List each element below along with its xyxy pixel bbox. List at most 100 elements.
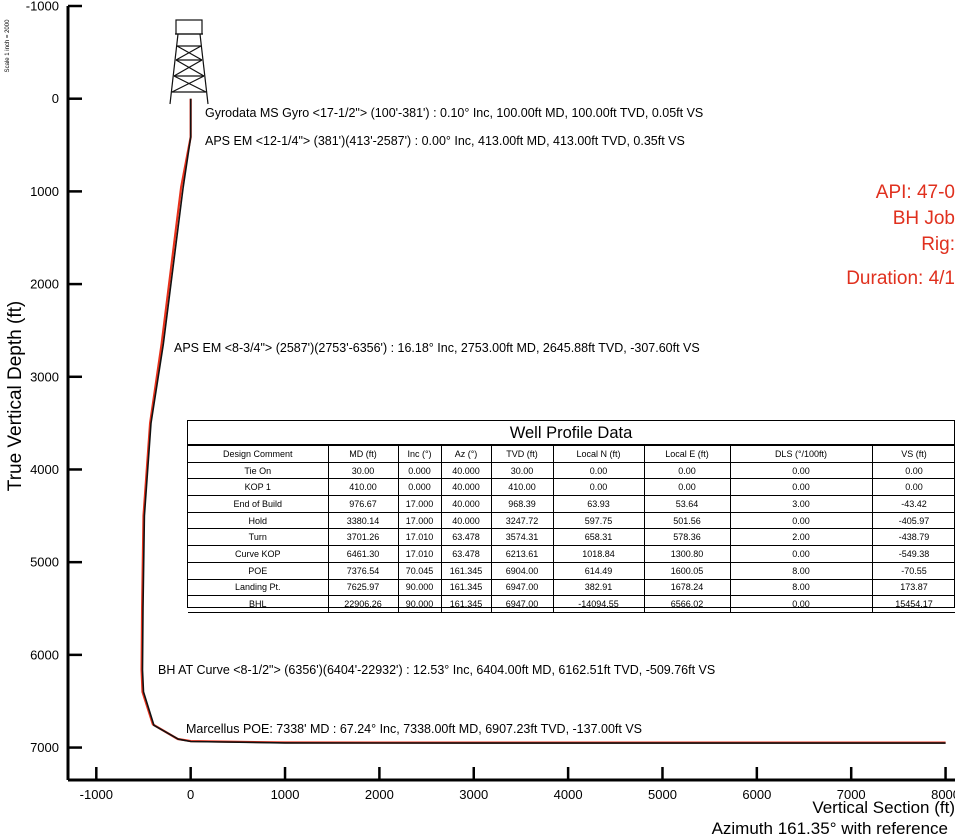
table-cell: 90.000 bbox=[397, 595, 442, 613]
table-cell: -70.55 bbox=[871, 561, 955, 580]
y-tick-label: 0 bbox=[52, 91, 59, 106]
table-cell: 40.000 bbox=[440, 461, 492, 480]
x-tick-label: -1000 bbox=[80, 787, 113, 802]
table-cell: 382.91 bbox=[552, 578, 645, 597]
annotation-gyro: Gyrodata MS Gyro <17-1/2"> (100'-381') :… bbox=[205, 106, 703, 120]
table-cell: Tie On bbox=[188, 461, 329, 480]
y-tick-label: 3000 bbox=[30, 369, 59, 384]
table-cell: 658.31 bbox=[552, 528, 645, 547]
x-tick-label: 5000 bbox=[648, 787, 677, 802]
x-tick-label: 3000 bbox=[459, 787, 488, 802]
series-layer bbox=[140, 98, 946, 744]
y-tick-label: 2000 bbox=[30, 277, 59, 292]
table-row: BHL 22906.26 90.000 161.345 6947.00 -14094.55… bbox=[188, 595, 955, 613]
table-row: Turn 3701.26 17.010 63.478 3574.31 658.31 578.… bbox=[188, 528, 955, 547]
table-cell: 6904.00 bbox=[490, 561, 554, 580]
table-cell: 0.00 bbox=[552, 461, 645, 480]
table-cell: 53.64 bbox=[643, 495, 731, 513]
table-cell: 3247.72 bbox=[490, 511, 554, 530]
table-cell: 597.75 bbox=[552, 511, 645, 530]
table-cell: 173.87 bbox=[871, 578, 955, 597]
table-cell: POE bbox=[188, 561, 329, 580]
table-cell: 30.00 bbox=[490, 461, 554, 480]
table-cell: -438.79 bbox=[871, 528, 955, 547]
table-cell: 0.00 bbox=[552, 478, 645, 497]
annotation-bh-curve: BH AT Curve <8-1/2"> (6356')(6404'-22932… bbox=[158, 663, 715, 677]
table-row: End of Build 976.67 17.000 40.000 968.39 63.9… bbox=[188, 495, 955, 513]
y-tick-label: 4000 bbox=[30, 462, 59, 477]
duration-note: Duration: 4/1 bbox=[846, 268, 955, 289]
table-cell: -43.42 bbox=[871, 495, 955, 513]
table-cell: 3574.31 bbox=[490, 528, 554, 547]
table-cell: 0.00 bbox=[729, 461, 873, 480]
table-cell: 0.00 bbox=[729, 478, 873, 497]
table-cell: 17.010 bbox=[397, 528, 442, 547]
table-column-header: Local E (ft) bbox=[643, 445, 731, 463]
x-tick-label: 6000 bbox=[742, 787, 771, 802]
well-profile-grid: Design Comment MD (ft) Inc (°) Az (°) TVD (f… bbox=[188, 445, 955, 613]
table-cell: 161.345 bbox=[440, 578, 492, 597]
table-column-header: Inc (°) bbox=[397, 445, 442, 463]
x-tick-label: 4000 bbox=[554, 787, 583, 802]
table-header-row: Design Comment MD (ft) Inc (°) Az (°) TVD (f… bbox=[188, 445, 955, 463]
table-cell: 6461.30 bbox=[327, 545, 399, 563]
table-column-header: MD (ft) bbox=[327, 445, 399, 463]
table-cell: 8.00 bbox=[729, 578, 873, 597]
drilling-rig-icon bbox=[169, 19, 209, 105]
table-cell: 0.00 bbox=[643, 461, 731, 480]
table-cell: 0.00 bbox=[729, 595, 873, 613]
table-cell: -405.97 bbox=[871, 511, 955, 530]
x-tick-label: 7000 bbox=[837, 787, 866, 802]
table-column-header: VS (ft) bbox=[871, 445, 955, 463]
x-tick-label: 2000 bbox=[365, 787, 394, 802]
table-cell: 1600.05 bbox=[643, 561, 731, 580]
table-cell: Landing Pt. bbox=[188, 578, 329, 597]
table-cell: 63.478 bbox=[440, 528, 492, 547]
table-cell: 0.00 bbox=[871, 461, 955, 480]
x-axis-subtitle: Azimuth 161.35° with reference bbox=[712, 819, 948, 838]
table-cell: 6947.00 bbox=[490, 578, 554, 597]
table-cell: 2.00 bbox=[729, 528, 873, 547]
table-title: Well Profile Data bbox=[188, 421, 954, 445]
api-note: API: 47-0 bbox=[876, 182, 955, 203]
table-row: Hold 3380.14 17.000 40.000 3247.72 597.75 501.… bbox=[188, 511, 955, 530]
ticks-layer: -1000 0 1000 2000 3000 4000 5000 6000 7000 -1000 0… bbox=[26, 0, 955, 802]
table-cell: 1018.84 bbox=[552, 545, 645, 563]
table-cell: 17.000 bbox=[397, 495, 442, 513]
annotation-aps-em-12: APS EM <12-1/4"> (381')(413'-2587') : 0.… bbox=[205, 134, 685, 148]
table-cell: 3380.14 bbox=[327, 511, 399, 530]
table-cell: 70.045 bbox=[397, 561, 442, 580]
table-cell: 976.67 bbox=[327, 495, 399, 513]
table-cell: -549.38 bbox=[871, 545, 955, 563]
table-cell: 410.00 bbox=[490, 478, 554, 497]
table-column-header: Az (°) bbox=[440, 445, 492, 463]
table-cell: 0.000 bbox=[397, 461, 442, 480]
table-cell: Curve KOP bbox=[188, 545, 329, 563]
table-cell: 63.93 bbox=[552, 495, 645, 513]
annotation-aps-em-8: APS EM <8-3/4"> (2587')(2753'-6356') : 1… bbox=[174, 341, 700, 355]
table-cell: BHL bbox=[188, 595, 329, 613]
table-cell: -14094.55 bbox=[552, 595, 645, 613]
table-row: POE 7376.54 70.045 161.345 6904.00 614.49 1600… bbox=[188, 561, 955, 580]
x-tick-label: 1000 bbox=[271, 787, 300, 802]
x-axis-title: Vertical Section (ft) bbox=[812, 798, 955, 817]
table-cell: 30.00 bbox=[327, 461, 399, 480]
table-cell: 410.00 bbox=[327, 478, 399, 497]
table-cell: 0.00 bbox=[871, 478, 955, 497]
y-tick-label: 7000 bbox=[30, 740, 59, 755]
table-cell: 6566.02 bbox=[643, 595, 731, 613]
scale-note: Scale 1 inch = 2000 bbox=[5, 19, 11, 73]
table-cell: 161.345 bbox=[440, 561, 492, 580]
table-cell: 0.00 bbox=[729, 545, 873, 563]
table-column-header: Design Comment bbox=[188, 445, 329, 463]
table-cell: 90.000 bbox=[397, 578, 442, 597]
y-axis-title: True Vertical Depth (ft) bbox=[5, 301, 26, 491]
y-tick-label: 1000 bbox=[30, 184, 59, 199]
table-cell: 7376.54 bbox=[327, 561, 399, 580]
annotation-marcellus-poe: Marcellus POE: 7338' MD : 67.24° Inc, 73… bbox=[186, 722, 642, 736]
table-column-header: Local N (ft) bbox=[552, 445, 645, 463]
table-cell: 3701.26 bbox=[327, 528, 399, 547]
rig-note: Rig: bbox=[921, 234, 955, 255]
table-row: Tie On 30.00 0.000 40.000 30.00 0.00 0.00 0.00 0… bbox=[188, 461, 955, 480]
